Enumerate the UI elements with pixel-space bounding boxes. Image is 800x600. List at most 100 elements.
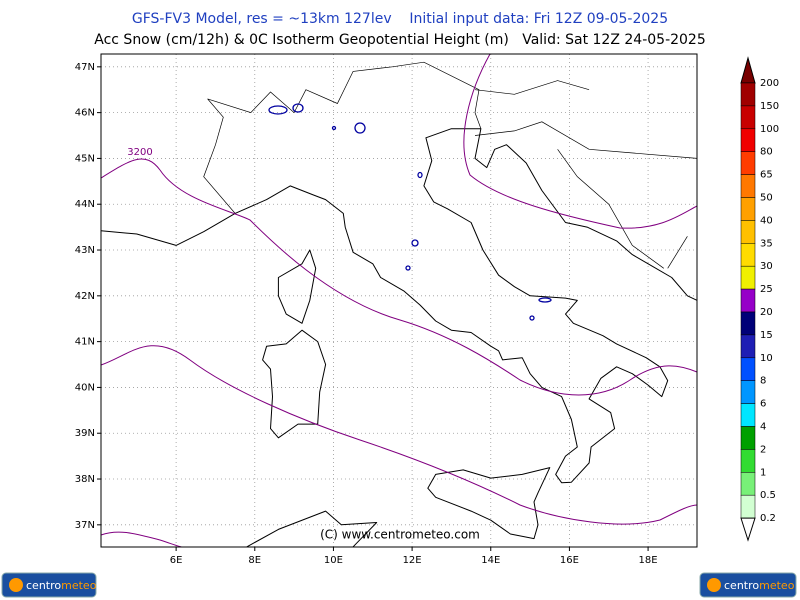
border — [203, 98, 236, 214]
colorbar-label: 150 — [760, 101, 779, 112]
snow-patch — [411, 239, 419, 247]
coastline — [427, 467, 551, 540]
logo-text: centrometeo — [26, 579, 97, 592]
logo-part1: centro — [26, 579, 61, 592]
colorbar-box — [740, 311, 756, 336]
snow-patch — [405, 265, 411, 271]
snow-patch — [268, 105, 288, 115]
colorbar-label: 2 — [760, 444, 766, 455]
colorbar-box — [740, 174, 756, 198]
logo-part2: meteo — [759, 579, 795, 592]
coastline — [277, 249, 317, 324]
colorbar-box — [740, 265, 756, 290]
map-frame — [100, 53, 698, 548]
border — [667, 236, 688, 269]
colorbar-box — [740, 334, 756, 359]
colorbar-label: 65 — [760, 170, 773, 181]
lon-tick-label: 16E — [560, 555, 579, 566]
colorbar-box — [740, 403, 756, 427]
colorbar-box — [740, 472, 756, 496]
border — [474, 121, 698, 159]
lat-tick-label: 40N — [75, 382, 95, 393]
colorbar-label: 25 — [760, 284, 773, 295]
colorbar-label: 20 — [760, 307, 773, 318]
colorbar-box — [740, 380, 756, 404]
lat-tick-label: 38N — [75, 474, 95, 485]
border — [474, 80, 590, 95]
colorbar-label: 35 — [760, 238, 773, 249]
isotherm-contour — [100, 531, 183, 548]
lon-tick-label: 8E — [248, 555, 261, 566]
map — [100, 53, 698, 548]
coastline — [100, 128, 698, 484]
colorbar-box — [740, 243, 756, 267]
snow-patch — [292, 103, 304, 113]
logo-icon — [9, 578, 23, 592]
coastline — [262, 329, 327, 439]
colorbar-label: 80 — [760, 147, 773, 158]
colorbar-box — [740, 288, 756, 313]
colorbar-label: 100 — [760, 124, 779, 135]
snow-patch — [417, 171, 423, 179]
lat-tick-label: 44N — [75, 199, 95, 210]
colorbar-box — [740, 82, 756, 107]
lat-tick-label: 46N — [75, 108, 95, 119]
colorbar-box — [740, 357, 756, 381]
logo-box — [699, 572, 797, 598]
logo-box — [1, 572, 97, 598]
header-line2: Acc Snow (cm/12h) & 0C Isotherm Geopoten… — [94, 32, 706, 48]
logo-text: centrometeo — [724, 579, 795, 592]
colorbar-box — [740, 197, 756, 221]
lat-tick-label: 41N — [75, 337, 95, 348]
lat-tick-label: 45N — [75, 153, 95, 164]
isotherm-contour — [100, 158, 698, 396]
lat-tick-label: 39N — [75, 428, 95, 439]
logo: centrometeo — [699, 572, 797, 598]
colorbar-top-arrow — [740, 56, 756, 84]
coastline — [246, 510, 378, 548]
isotherm-contour — [100, 345, 698, 525]
lat-tick-label: 43N — [75, 245, 95, 256]
colorbar-label: 0.5 — [760, 490, 776, 501]
lon-tick-label: 10E — [324, 555, 343, 566]
lat-tick-label: 37N — [75, 520, 95, 531]
lat-tick-label: 47N — [75, 62, 95, 73]
colorbar-label: 50 — [760, 193, 773, 204]
border — [557, 149, 665, 269]
border — [207, 61, 482, 129]
lon-tick-label: 18E — [639, 555, 658, 566]
lon-tick-label: 6E — [170, 555, 183, 566]
colorbar-label: 10 — [760, 353, 773, 364]
colorbar-bottom-arrow — [740, 517, 756, 542]
colorbar-label: 40 — [760, 215, 773, 226]
colorbar-label: 6 — [760, 399, 766, 410]
isotherm-contour — [463, 53, 698, 229]
logo-icon — [707, 578, 721, 592]
logo-part1: centro — [724, 579, 759, 592]
colorbar-box — [740, 426, 756, 450]
colorbar-label: 15 — [760, 330, 773, 341]
snow-patch — [529, 315, 535, 321]
colorbar-label: 1 — [760, 467, 766, 478]
logo-part2: meteo — [61, 579, 97, 592]
logo: centrometeo — [1, 572, 97, 598]
lon-tick-label: 12E — [403, 555, 422, 566]
colorbar-box — [740, 105, 756, 130]
colorbar-label: 30 — [760, 261, 773, 272]
lat-tick-label: 42N — [75, 291, 95, 302]
colorbar-box — [740, 151, 756, 175]
colorbar-box — [740, 128, 756, 152]
lon-tick-label: 14E — [481, 555, 500, 566]
colorbar-label: 0.2 — [760, 513, 776, 524]
colorbar-label: 8 — [760, 376, 766, 387]
header-line1: GFS-FV3 Model, res = ~13km 127lev Initia… — [132, 11, 668, 27]
colorbar-label: 200 — [760, 78, 779, 89]
colorbar-label: 4 — [760, 422, 766, 433]
colorbar-box — [740, 449, 756, 473]
copyright: (C) www.centrometeo.com — [320, 528, 480, 542]
contour-label: 3200 — [127, 147, 152, 158]
snow-patch — [538, 297, 552, 303]
colorbar-box — [740, 494, 756, 519]
snow-patch — [331, 125, 337, 131]
